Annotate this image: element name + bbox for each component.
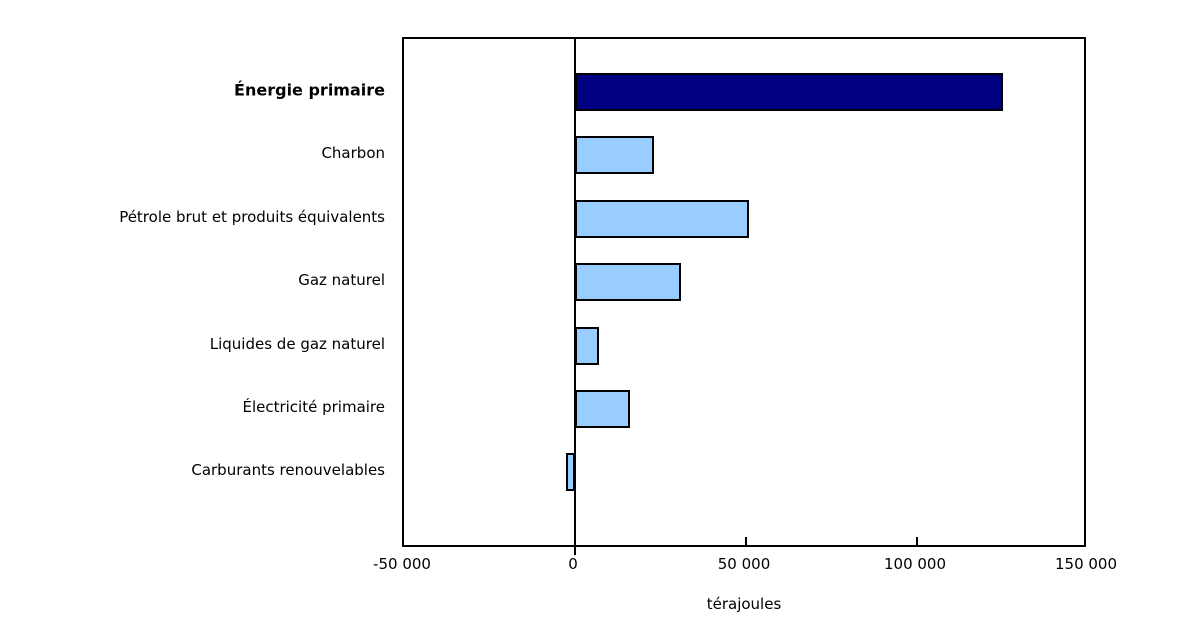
x-tick-label: 150 000 xyxy=(1054,555,1118,573)
bar-carburants-renouvelables xyxy=(566,453,575,492)
bar-electricite-primaire xyxy=(575,390,630,428)
category-label-energie-primaire: Énergie primaire xyxy=(234,80,385,100)
x-axis-title: térajoules xyxy=(706,595,782,613)
plot-area xyxy=(402,37,1086,555)
x-tick-label: 100 000 xyxy=(883,555,947,573)
category-label-gaz-naturel: Gaz naturel xyxy=(298,271,385,290)
category-label-charbon: Charbon xyxy=(321,144,385,163)
category-label-petrole-brut-et-produits-equivalents: Pétrole brut et produits équivalents xyxy=(119,207,385,226)
category-label-carburants-renouvelables: Carburants renouvelables xyxy=(191,461,385,480)
category-label-liquides-de-gaz-naturel: Liquides de gaz naturel xyxy=(209,334,385,353)
x-tick-label: 0 xyxy=(568,555,578,573)
x-tick-label: -50 000 xyxy=(373,555,431,573)
bar-charbon xyxy=(575,136,654,175)
bar-energie-primaire xyxy=(575,73,1003,111)
x-tick-mark xyxy=(745,537,747,547)
category-label-electricite-primaire: Électricité primaire xyxy=(242,398,385,416)
x-tick-label: 50 000 xyxy=(717,555,771,573)
bar-petrole-brut-et-produits-equivalents xyxy=(575,199,750,238)
x-tick-mark xyxy=(916,537,918,547)
bar-gaz-naturel xyxy=(575,263,682,302)
bar-liquides-de-gaz-naturel xyxy=(575,326,599,365)
category-axis-labels: Énergie primaire Charbon Pétrole brut et p… xyxy=(0,0,385,632)
